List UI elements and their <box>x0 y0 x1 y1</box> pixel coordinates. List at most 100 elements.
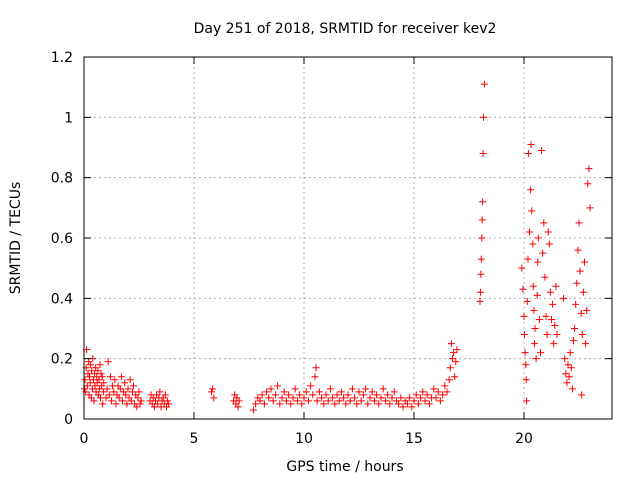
data-point <box>368 388 376 396</box>
data-point <box>366 394 374 402</box>
data-point <box>453 346 461 354</box>
data-point <box>566 349 574 357</box>
x-tick-label: 10 <box>295 431 313 447</box>
data-point <box>534 234 542 242</box>
data-point <box>128 388 136 396</box>
data-point <box>309 391 317 399</box>
data-point <box>447 340 455 348</box>
data-point <box>87 361 95 369</box>
data-point <box>260 400 268 408</box>
data-point <box>98 373 106 381</box>
data-point <box>386 400 394 408</box>
data-point <box>548 315 555 323</box>
data-point <box>161 391 169 399</box>
data-point <box>527 186 535 194</box>
data-point <box>379 385 387 393</box>
data-point <box>540 219 548 227</box>
data-point <box>436 397 444 405</box>
data-point <box>446 364 454 372</box>
data-point <box>542 312 550 320</box>
data-point <box>94 367 102 375</box>
data-point <box>399 403 407 411</box>
data-point <box>533 291 541 299</box>
y-tick-label: 0 <box>64 412 73 428</box>
x-tick-label: 5 <box>190 431 199 447</box>
data-point <box>388 394 396 402</box>
data-point <box>524 255 532 263</box>
data-point <box>127 397 135 405</box>
data-point <box>584 180 592 188</box>
data-point <box>419 388 427 396</box>
data-point <box>546 288 554 296</box>
data-point <box>252 400 260 408</box>
data-point <box>133 403 141 411</box>
data-point <box>477 270 485 278</box>
data-point <box>529 282 537 290</box>
x-tick-label: 20 <box>515 431 533 447</box>
data-point <box>150 403 158 411</box>
data-point <box>441 382 449 390</box>
data-point <box>115 394 123 402</box>
data-point <box>586 204 594 212</box>
data-point <box>523 397 531 405</box>
y-axis-label: SRMTID / TECUs <box>8 182 24 295</box>
data-point <box>346 397 354 405</box>
data-point <box>353 400 361 408</box>
data-point <box>93 379 101 387</box>
data-point <box>111 376 119 384</box>
data-point <box>375 400 383 408</box>
data-point <box>582 340 590 348</box>
data-point <box>126 376 134 384</box>
data-point <box>577 309 585 317</box>
data-point <box>568 385 576 393</box>
data-point <box>258 391 266 399</box>
axis-ticks <box>83 56 612 420</box>
data-point <box>331 400 339 408</box>
data-point <box>154 400 162 408</box>
data-point <box>208 388 216 396</box>
data-point <box>564 361 572 369</box>
data-point <box>210 394 218 402</box>
data-point <box>276 400 284 408</box>
data-point <box>357 397 365 405</box>
data-point <box>337 388 345 396</box>
data-point <box>137 397 145 405</box>
data-point <box>537 349 544 357</box>
data-point <box>576 267 584 275</box>
data-point <box>531 325 539 332</box>
data-point <box>575 219 583 227</box>
data-point <box>326 385 334 393</box>
data-point <box>522 376 530 384</box>
data-point <box>122 391 130 399</box>
data-point <box>106 373 114 381</box>
data-point <box>479 198 487 206</box>
data-point <box>359 391 367 399</box>
data-point <box>445 376 453 384</box>
data-point <box>425 400 433 408</box>
data-point <box>480 80 488 88</box>
data-point <box>117 373 125 381</box>
data-point <box>364 400 372 408</box>
data-point <box>282 397 290 405</box>
data-point <box>520 312 528 320</box>
data-point <box>430 385 438 393</box>
data-point <box>532 355 540 363</box>
data-point <box>322 391 330 399</box>
data-point <box>560 294 568 302</box>
data-point <box>561 355 569 363</box>
chart-title: Day 251 of 2018, SRMTID for receiver kev… <box>194 21 497 37</box>
data-point <box>574 246 582 254</box>
data-point <box>86 373 93 381</box>
data-point <box>315 388 323 396</box>
data-point <box>342 400 350 408</box>
data-point <box>280 388 288 396</box>
data-point <box>99 388 107 396</box>
data-point <box>235 397 243 405</box>
data-point <box>103 385 111 393</box>
data-point <box>412 391 420 399</box>
data-point <box>539 249 547 257</box>
data-point <box>538 147 546 155</box>
data-point <box>278 394 286 402</box>
data-point <box>311 373 319 381</box>
data-point <box>293 397 301 405</box>
